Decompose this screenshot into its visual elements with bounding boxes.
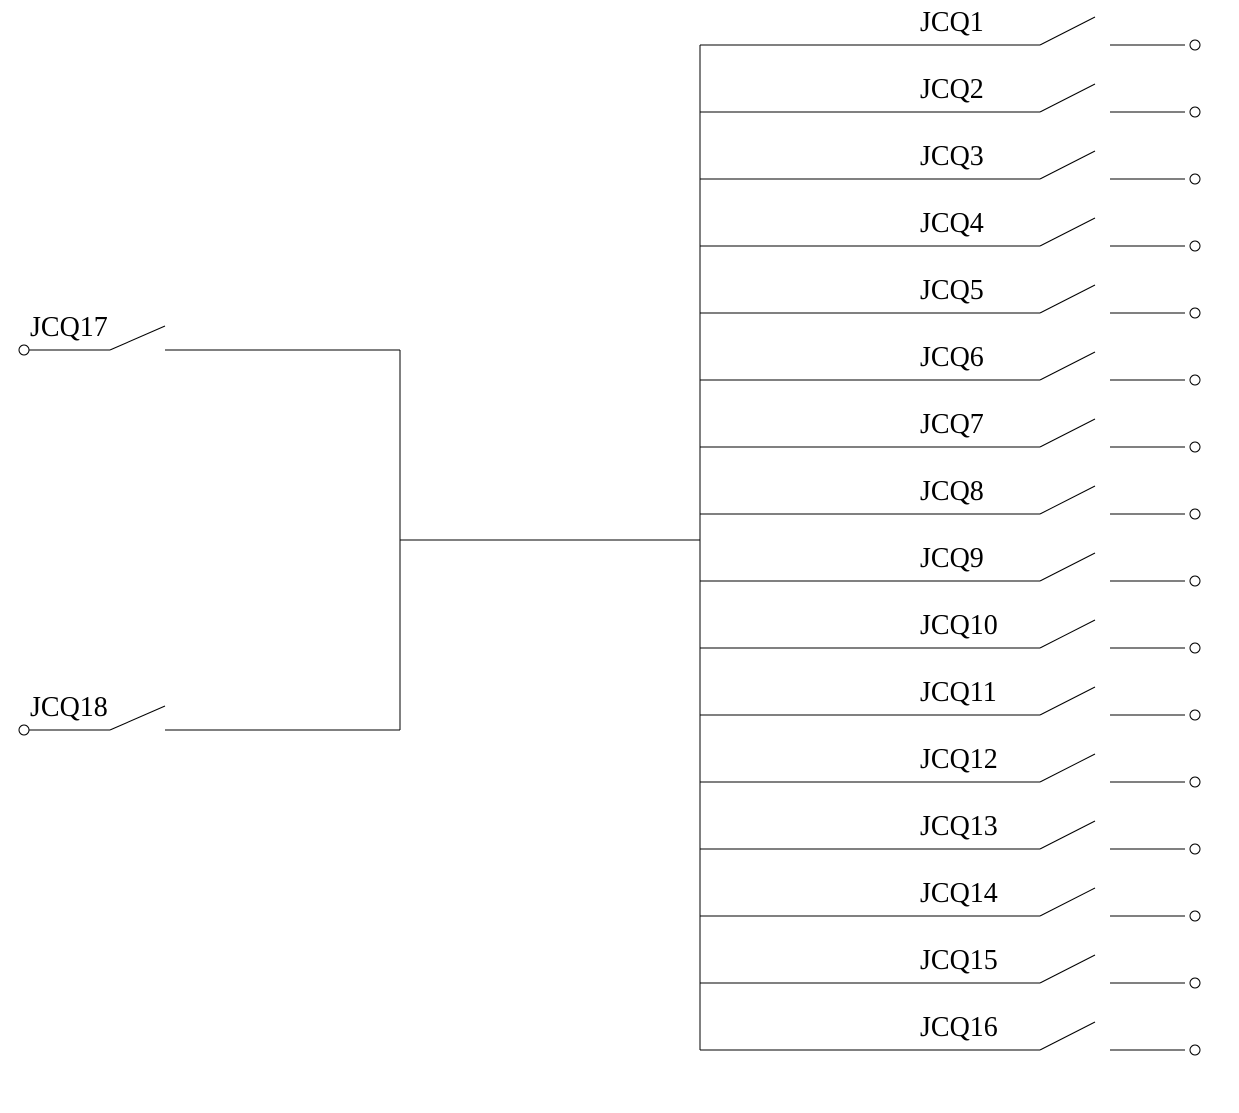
- right-label: JCQ14: [920, 878, 998, 909]
- switch-blade: [110, 326, 165, 350]
- relay-schematic: JCQ17 JCQ18 JCQ1 JCQ2 JCQ3 JCQ4 JCQ5 JCQ6 JCQ7 JC…: [0, 0, 1239, 1113]
- right-terminal: [1190, 710, 1200, 720]
- right-label: JCQ3: [920, 141, 984, 172]
- right-label: JCQ11: [920, 677, 997, 708]
- right-terminal: [1190, 911, 1200, 921]
- switch-blade: [110, 706, 165, 730]
- switch-blade: [1040, 888, 1095, 916]
- right-terminal: [1190, 442, 1200, 452]
- right-terminal: [1190, 1045, 1200, 1055]
- left-terminal: [19, 345, 29, 355]
- right-terminal: [1190, 40, 1200, 50]
- switch-blade: [1040, 821, 1095, 849]
- right-label: JCQ16: [920, 1012, 998, 1043]
- right-label: JCQ6: [920, 342, 984, 373]
- right-label: JCQ7: [920, 409, 984, 440]
- switch-blade: [1040, 151, 1095, 179]
- right-label: JCQ4: [920, 208, 984, 239]
- left-label: JCQ18: [30, 692, 108, 723]
- switch-blade: [1040, 352, 1095, 380]
- switch-blade: [1040, 955, 1095, 983]
- right-terminal: [1190, 375, 1200, 385]
- switch-blade: [1040, 620, 1095, 648]
- right-terminal: [1190, 576, 1200, 586]
- switch-blade: [1040, 1022, 1095, 1050]
- right-label: JCQ13: [920, 811, 998, 842]
- right-terminal: [1190, 241, 1200, 251]
- left-label: JCQ17: [30, 312, 108, 343]
- right-terminal: [1190, 107, 1200, 117]
- right-label: JCQ5: [920, 275, 984, 306]
- left-terminal: [19, 725, 29, 735]
- switch-blade: [1040, 84, 1095, 112]
- right-label: JCQ10: [920, 610, 998, 641]
- right-terminal: [1190, 643, 1200, 653]
- switch-blade: [1040, 486, 1095, 514]
- right-terminal: [1190, 509, 1200, 519]
- switch-blade: [1040, 687, 1095, 715]
- right-terminal: [1190, 777, 1200, 787]
- right-label: JCQ12: [920, 744, 998, 775]
- switch-blade: [1040, 419, 1095, 447]
- switch-blade: [1040, 553, 1095, 581]
- right-terminal: [1190, 978, 1200, 988]
- right-label: JCQ15: [920, 945, 998, 976]
- right-label: JCQ1: [920, 7, 984, 38]
- right-terminal: [1190, 308, 1200, 318]
- switch-blade: [1040, 285, 1095, 313]
- switch-blade: [1040, 17, 1095, 45]
- right-label: JCQ8: [920, 476, 984, 507]
- right-terminal: [1190, 844, 1200, 854]
- right-terminal: [1190, 174, 1200, 184]
- switch-blade: [1040, 754, 1095, 782]
- right-label: JCQ2: [920, 74, 984, 105]
- switch-blade: [1040, 218, 1095, 246]
- right-label: JCQ9: [920, 543, 984, 574]
